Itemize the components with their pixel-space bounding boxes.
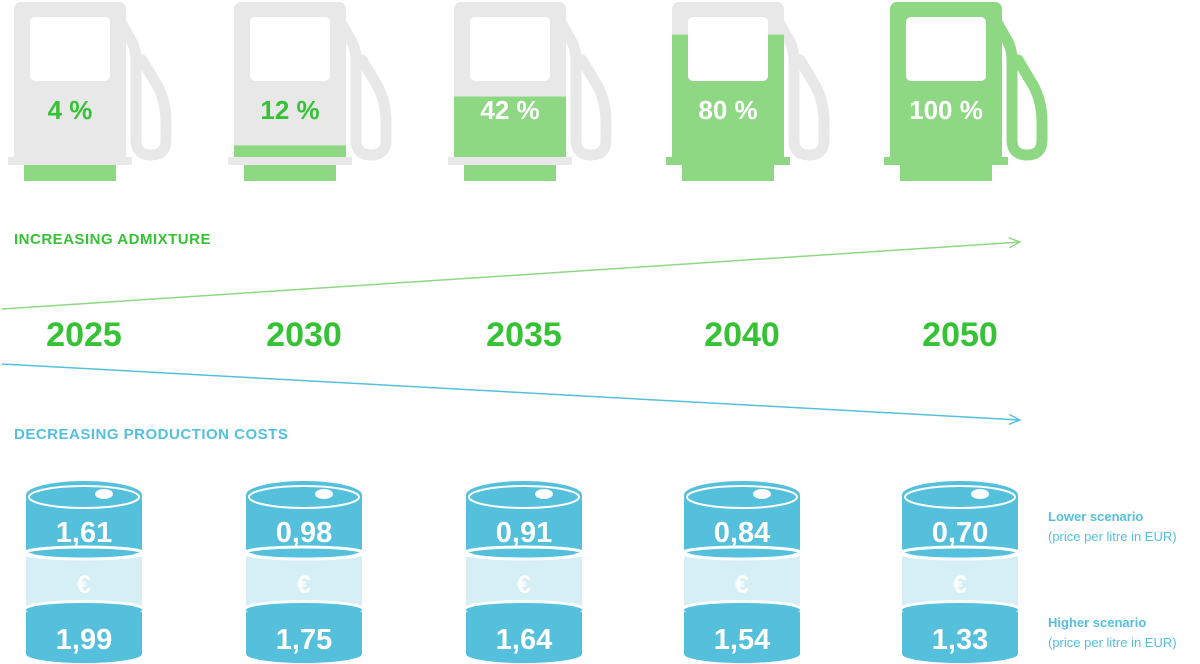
pump-base	[682, 165, 774, 181]
euro-icon: €	[297, 571, 311, 599]
fuel-pumps-group: 4 % 12 % 42 % 80 % 100 %	[8, 2, 1048, 181]
pump-percentage-label: 4 %	[48, 95, 93, 125]
fuel-pump-2030: 12 %	[228, 2, 392, 181]
pump-hose-icon	[108, 4, 172, 161]
barrel-2025: 1,61 €1,99	[22, 481, 146, 663]
pump-window	[470, 17, 550, 81]
pump-base	[464, 165, 556, 181]
year-label-2025: 2025	[46, 316, 122, 354]
higher-scenario-value: 1,54	[714, 624, 770, 656]
lower-scenario-value: 0,70	[932, 517, 988, 549]
legend-higher-subtitle: (price per litre in EUR)	[1048, 635, 1177, 650]
pump-hose-icon	[548, 4, 612, 161]
lower-scenario-value: 1,61	[56, 517, 112, 549]
year-label-2035: 2035	[486, 316, 562, 354]
lower-scenario-value: 0,84	[714, 517, 770, 549]
lower-scenario-value: 0,91	[496, 517, 552, 549]
pump-hose-icon	[984, 4, 1048, 161]
pump-fill-level	[454, 96, 566, 165]
year-label-2040: 2040	[704, 316, 780, 354]
pump-percentage-label: 100 %	[909, 95, 983, 125]
barrel-cap-icon	[971, 489, 989, 499]
legend-lower: Lower scenario (price per litre in EUR)	[1048, 507, 1177, 547]
increasing-admixture-arrow	[1, 237, 1022, 310]
pump-window	[250, 17, 330, 81]
pump-base	[24, 165, 116, 181]
pump-base-plate	[448, 157, 572, 165]
year-label-2050: 2050	[922, 316, 998, 354]
pump-base-plate	[8, 157, 132, 165]
pump-base-plate	[666, 157, 790, 165]
higher-scenario-value: 1,99	[56, 624, 112, 656]
higher-scenario-value: 1,33	[932, 624, 988, 656]
decreasing-costs-arrow	[1, 363, 1022, 426]
euro-icon: €	[77, 571, 91, 599]
barrel-2040: 0,84 €1,54	[680, 481, 804, 663]
barrels-group: 1,61 €1,99 0,98 €1,75 0,91 €1,64 0,84 €1,54 0,70…	[22, 481, 1022, 663]
fuel-pump-2025: 4 %	[8, 2, 172, 181]
barrel-cap-icon	[315, 489, 333, 499]
fuel-pump-2040: 80 %	[666, 2, 830, 181]
legend-lower-subtitle: (price per litre in EUR)	[1048, 529, 1177, 544]
higher-scenario-value: 1,64	[496, 624, 552, 656]
pump-window	[688, 17, 768, 81]
pump-base	[244, 165, 336, 181]
pump-percentage-label: 42 %	[480, 95, 539, 125]
euro-icon: €	[517, 571, 531, 599]
euro-icon: €	[953, 571, 967, 599]
pump-base-plate	[228, 157, 352, 165]
decreasing-costs-label: DECREASING PRODUCTION COSTS	[14, 426, 289, 443]
barrel-2030: 0,98 €1,75	[242, 481, 366, 663]
pump-base-plate	[884, 157, 1008, 165]
barrel-cap-icon	[95, 489, 113, 499]
pump-percentage-label: 80 %	[698, 95, 757, 125]
pump-percentage-label: 12 %	[260, 95, 319, 125]
increasing-admixture-label: INCREASING ADMIXTURE	[14, 231, 211, 248]
pump-hose-icon	[328, 4, 392, 161]
legend-lower-title: Lower scenario	[1048, 509, 1144, 524]
barrel-2050: 0,70 €1,33	[898, 481, 1022, 663]
year-label-2030: 2030	[266, 316, 342, 354]
pump-base	[900, 165, 992, 181]
pump-hose-icon	[766, 4, 830, 161]
lower-scenario-value: 0,98	[276, 517, 332, 549]
higher-scenario-value: 1,75	[276, 624, 332, 656]
barrel-2035: 0,91 €1,64	[462, 481, 586, 663]
fuel-pump-2050: 100 %	[884, 2, 1048, 181]
pump-window	[906, 17, 986, 81]
legend-higher-title: Higher scenario	[1048, 615, 1147, 630]
pump-window	[30, 17, 110, 81]
barrel-cap-icon	[535, 489, 553, 499]
fuel-pump-2035: 42 %	[448, 2, 612, 181]
barrel-cap-icon	[753, 489, 771, 499]
legend-higher: Higher scenario (price per litre in EUR)	[1048, 613, 1177, 653]
euro-icon: €	[735, 571, 749, 599]
